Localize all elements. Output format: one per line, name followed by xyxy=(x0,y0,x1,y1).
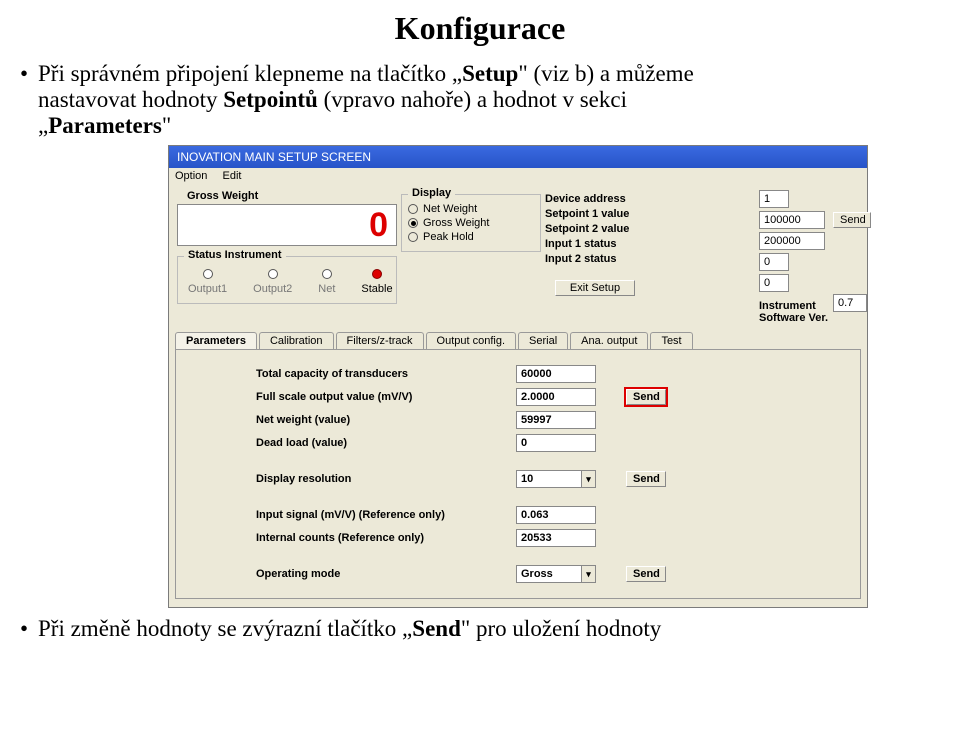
inst-sw-label2: Software Ver. xyxy=(759,312,828,324)
tab-test[interactable]: Test xyxy=(650,332,692,349)
dead-load-input[interactable]: 0 xyxy=(516,434,596,452)
full-scale-label: Full scale output value (mV/V) xyxy=(256,391,516,403)
send-params-button[interactable]: Send xyxy=(626,389,666,405)
radio-gross-weight[interactable] xyxy=(408,218,418,228)
led-stable xyxy=(372,269,382,279)
tab-ana-output[interactable]: Ana. output xyxy=(570,332,648,349)
status-legend: Status Instrument xyxy=(184,249,286,261)
in1-input: 0 xyxy=(759,253,789,271)
operating-mode-label: Operating mode xyxy=(256,568,516,580)
inst-sw-label1: Instrument xyxy=(759,300,816,312)
radio-label-peak: Peak Hold xyxy=(423,231,474,243)
dead-load-label: Dead load (value) xyxy=(256,437,516,449)
send-setpoints-button[interactable]: Send xyxy=(833,212,871,228)
parameters-panel: Total capacity of transducers 60000 Full… xyxy=(175,349,861,599)
send-display-res-button[interactable]: Send xyxy=(626,471,666,487)
full-scale-input[interactable]: 2.0000 xyxy=(516,388,596,406)
chevron-down-icon[interactable]: ▾ xyxy=(582,470,596,488)
tab-parameters[interactable]: Parameters xyxy=(175,332,257,349)
operating-mode-select[interactable]: Gross xyxy=(516,565,582,583)
total-capacity-input[interactable]: 60000 xyxy=(516,365,596,383)
input-signal-value: 0.063 xyxy=(516,506,596,524)
led-output1 xyxy=(203,269,213,279)
bullet-dot: • xyxy=(20,616,38,642)
net-weight-input[interactable]: 59997 xyxy=(516,411,596,429)
display-legend: Display xyxy=(408,187,455,199)
led-label-output2: Output2 xyxy=(253,283,292,295)
sp2-input[interactable]: 200000 xyxy=(759,232,825,250)
in1-label: Input 1 status xyxy=(545,238,663,250)
in2-input: 0 xyxy=(759,274,789,292)
tab-filters[interactable]: Filters/z-track xyxy=(336,332,424,349)
led-label-net: Net xyxy=(318,283,335,295)
display-res-select[interactable]: 10 xyxy=(516,470,582,488)
radio-label-gross: Gross Weight xyxy=(423,217,489,229)
input-signal-label: Input signal (mV/V) (Reference only) xyxy=(256,509,516,521)
window-titlebar: INOVATION MAIN SETUP SCREEN xyxy=(169,146,867,168)
gross-weight-label: Gross Weight xyxy=(177,190,397,202)
app-window: INOVATION MAIN SETUP SCREEN Option Edit … xyxy=(168,145,868,608)
bullet-dot: • xyxy=(20,61,38,139)
send-operating-mode-button[interactable]: Send xyxy=(626,566,666,582)
menubar: Option Edit xyxy=(169,168,867,184)
intro-text: Při správném připojení klepneme na tlačí… xyxy=(38,61,694,139)
in2-label: Input 2 status xyxy=(545,253,663,265)
page-heading: Konfigurace xyxy=(20,10,940,47)
tab-bar: Parameters Calibration Filters/z-track O… xyxy=(175,332,861,349)
led-output2 xyxy=(268,269,278,279)
total-capacity-label: Total capacity of transducers xyxy=(256,368,516,380)
device-address-label: Device address xyxy=(545,193,663,205)
sp1-input[interactable]: 100000 xyxy=(759,211,825,229)
net-weight-label: Net weight (value) xyxy=(256,414,516,426)
chevron-down-icon[interactable]: ▾ xyxy=(582,565,596,583)
tab-output-config[interactable]: Output config. xyxy=(426,332,517,349)
footer-text: Při změně hodnoty se zvýrazní tlačítko „… xyxy=(38,616,661,642)
radio-peak-hold[interactable] xyxy=(408,232,418,242)
sp2-label: Setpoint 2 value xyxy=(545,223,663,235)
exit-setup-button[interactable]: Exit Setup xyxy=(555,280,635,296)
device-address-input[interactable]: 1 xyxy=(759,190,789,208)
inst-sw-value: 0.7 xyxy=(833,294,867,312)
display-res-label: Display resolution xyxy=(256,473,516,485)
menu-edit[interactable]: Edit xyxy=(222,170,241,182)
led-net xyxy=(322,269,332,279)
radio-label-net: Net Weight xyxy=(423,203,477,215)
tab-calibration[interactable]: Calibration xyxy=(259,332,334,349)
gross-weight-value: 0 xyxy=(177,204,397,246)
internal-counts-value: 20533 xyxy=(516,529,596,547)
sp1-label: Setpoint 1 value xyxy=(545,208,663,220)
led-label-stable: Stable xyxy=(361,283,392,295)
led-label-output1: Output1 xyxy=(188,283,227,295)
menu-option[interactable]: Option xyxy=(175,170,207,182)
radio-net-weight[interactable] xyxy=(408,204,418,214)
internal-counts-label: Internal counts (Reference only) xyxy=(256,532,516,544)
tab-serial[interactable]: Serial xyxy=(518,332,568,349)
